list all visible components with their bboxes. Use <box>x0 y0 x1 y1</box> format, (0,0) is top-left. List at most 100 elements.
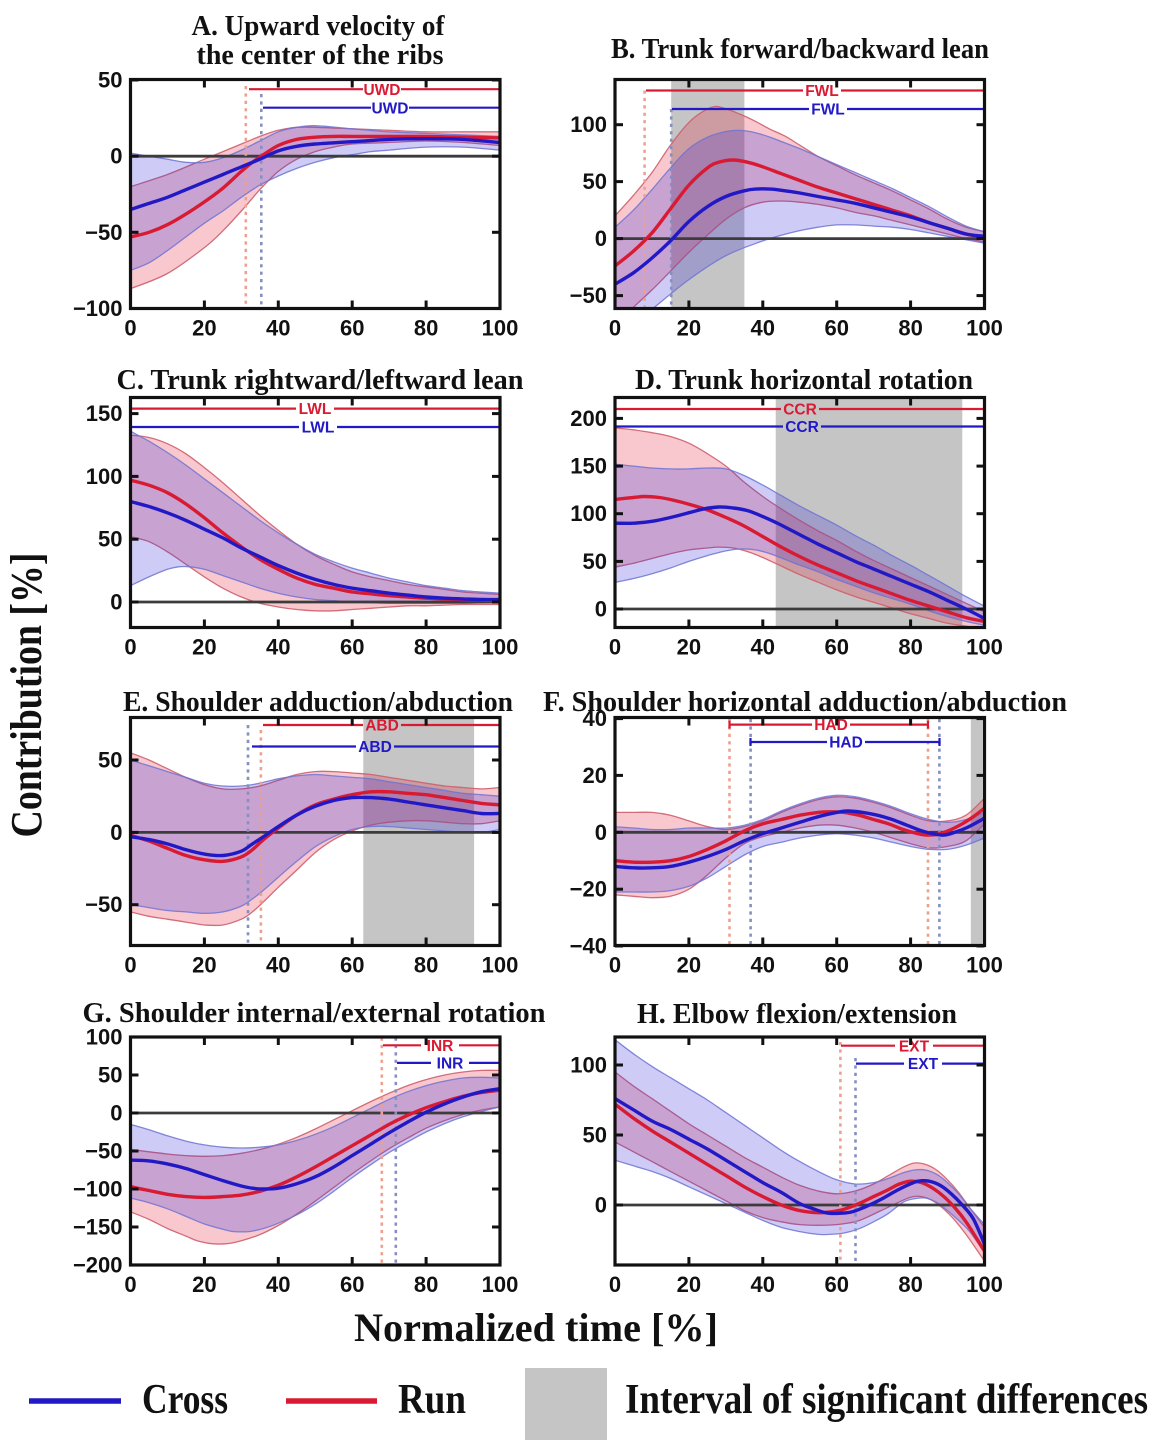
svg-text:Run: Run <box>398 1377 466 1423</box>
svg-text:100: 100 <box>966 1272 1003 1297</box>
svg-text:50: 50 <box>98 748 122 773</box>
svg-text:−50: −50 <box>85 1139 122 1164</box>
svg-text:20: 20 <box>192 635 216 660</box>
svg-text:−50: −50 <box>570 283 607 308</box>
svg-text:100: 100 <box>482 316 519 341</box>
svg-text:20: 20 <box>677 1272 701 1297</box>
svg-text:60: 60 <box>340 635 364 660</box>
svg-text:H. Elbow flexion/extension: H. Elbow flexion/extension <box>637 999 957 1030</box>
svg-text:100: 100 <box>86 1025 123 1050</box>
svg-text:F. Shoulder horizontal adducti: F. Shoulder horizontal adduction/abducti… <box>543 687 1067 718</box>
svg-text:UWD: UWD <box>371 100 408 117</box>
svg-text:50: 50 <box>583 1123 607 1148</box>
svg-text:40: 40 <box>583 706 607 731</box>
svg-text:INR: INR <box>427 1038 454 1055</box>
svg-text:50: 50 <box>583 169 607 194</box>
svg-text:−20: −20 <box>570 877 607 902</box>
svg-text:HAD: HAD <box>829 735 863 752</box>
svg-text:EXT: EXT <box>899 1038 930 1055</box>
svg-text:20: 20 <box>192 316 216 341</box>
svg-text:0: 0 <box>124 635 136 660</box>
svg-text:80: 80 <box>414 635 438 660</box>
svg-text:100: 100 <box>570 501 607 526</box>
svg-text:Cross: Cross <box>142 1377 228 1423</box>
svg-text:20: 20 <box>192 1272 216 1297</box>
svg-text:−200: −200 <box>73 1253 123 1278</box>
svg-text:40: 40 <box>751 1272 775 1297</box>
svg-text:60: 60 <box>824 1272 848 1297</box>
svg-text:CCR: CCR <box>783 402 817 419</box>
svg-text:80: 80 <box>898 316 922 341</box>
svg-text:LWL: LWL <box>302 420 335 437</box>
svg-text:40: 40 <box>751 316 775 341</box>
svg-text:E. Shoulder adduction/abductio: E. Shoulder adduction/abduction <box>123 687 513 718</box>
svg-text:−50: −50 <box>85 220 122 245</box>
svg-text:40: 40 <box>751 635 775 660</box>
svg-text:EXT: EXT <box>908 1056 939 1073</box>
svg-text:−40: −40 <box>570 934 607 959</box>
svg-text:20: 20 <box>583 763 607 788</box>
svg-text:40: 40 <box>266 316 290 341</box>
svg-text:60: 60 <box>824 953 848 978</box>
svg-text:40: 40 <box>266 635 290 660</box>
svg-text:40: 40 <box>266 953 290 978</box>
svg-text:HAD: HAD <box>814 717 848 734</box>
svg-text:80: 80 <box>414 953 438 978</box>
svg-text:FWL: FWL <box>805 83 839 100</box>
svg-text:ABD: ABD <box>365 718 399 735</box>
svg-text:150: 150 <box>86 401 123 426</box>
svg-text:INR: INR <box>437 1056 464 1073</box>
svg-text:A. Upward velocity of: A. Upward velocity of <box>192 11 446 42</box>
svg-text:80: 80 <box>898 635 922 660</box>
svg-text:100: 100 <box>570 112 607 137</box>
svg-text:Contribution [%]: Contribution [%] <box>2 553 51 838</box>
svg-text:0: 0 <box>110 820 122 845</box>
svg-text:100: 100 <box>482 1272 519 1297</box>
svg-text:C. Trunk rightward/leftward le: C. Trunk rightward/leftward lean <box>117 365 524 396</box>
svg-text:0: 0 <box>110 144 122 169</box>
svg-text:50: 50 <box>98 1063 122 1088</box>
svg-text:0: 0 <box>609 635 621 660</box>
svg-text:LWL: LWL <box>299 401 332 418</box>
svg-text:B. Trunk forward/backward lean: B. Trunk forward/backward lean <box>611 34 989 65</box>
svg-text:−100: −100 <box>73 1177 123 1202</box>
svg-text:50: 50 <box>98 527 122 552</box>
svg-text:0: 0 <box>110 1101 122 1126</box>
svg-text:the center of the ribs: the center of the ribs <box>197 40 444 71</box>
svg-text:60: 60 <box>340 953 364 978</box>
svg-text:100: 100 <box>482 635 519 660</box>
svg-text:0: 0 <box>124 1272 136 1297</box>
svg-text:80: 80 <box>414 1272 438 1297</box>
svg-text:50: 50 <box>583 549 607 574</box>
svg-text:60: 60 <box>340 316 364 341</box>
svg-text:20: 20 <box>677 635 701 660</box>
svg-text:ABD: ABD <box>358 739 392 756</box>
svg-text:FWL: FWL <box>811 102 845 119</box>
svg-text:0: 0 <box>609 1272 621 1297</box>
svg-text:60: 60 <box>824 635 848 660</box>
svg-text:0: 0 <box>124 316 136 341</box>
svg-text:0: 0 <box>609 953 621 978</box>
svg-text:60: 60 <box>824 316 848 341</box>
svg-text:D. Trunk horizontal rotation: D. Trunk horizontal rotation <box>635 365 973 396</box>
svg-text:100: 100 <box>966 316 1003 341</box>
svg-text:0: 0 <box>595 820 607 845</box>
svg-text:0: 0 <box>124 953 136 978</box>
svg-text:Interval of significant differ: Interval of significant differences <box>625 1377 1148 1423</box>
svg-text:Normalized time [%]: Normalized time [%] <box>354 1305 718 1350</box>
svg-text:0: 0 <box>609 316 621 341</box>
svg-text:100: 100 <box>966 635 1003 660</box>
svg-text:100: 100 <box>482 953 519 978</box>
svg-text:150: 150 <box>570 454 607 479</box>
svg-text:UWD: UWD <box>363 82 400 99</box>
svg-text:−100: −100 <box>73 296 123 321</box>
svg-text:20: 20 <box>677 953 701 978</box>
svg-text:60: 60 <box>340 1272 364 1297</box>
svg-text:0: 0 <box>595 597 607 622</box>
svg-text:80: 80 <box>898 953 922 978</box>
svg-text:100: 100 <box>966 953 1003 978</box>
svg-text:−50: −50 <box>85 892 122 917</box>
svg-text:80: 80 <box>414 316 438 341</box>
svg-text:80: 80 <box>898 1272 922 1297</box>
svg-text:100: 100 <box>86 464 123 489</box>
